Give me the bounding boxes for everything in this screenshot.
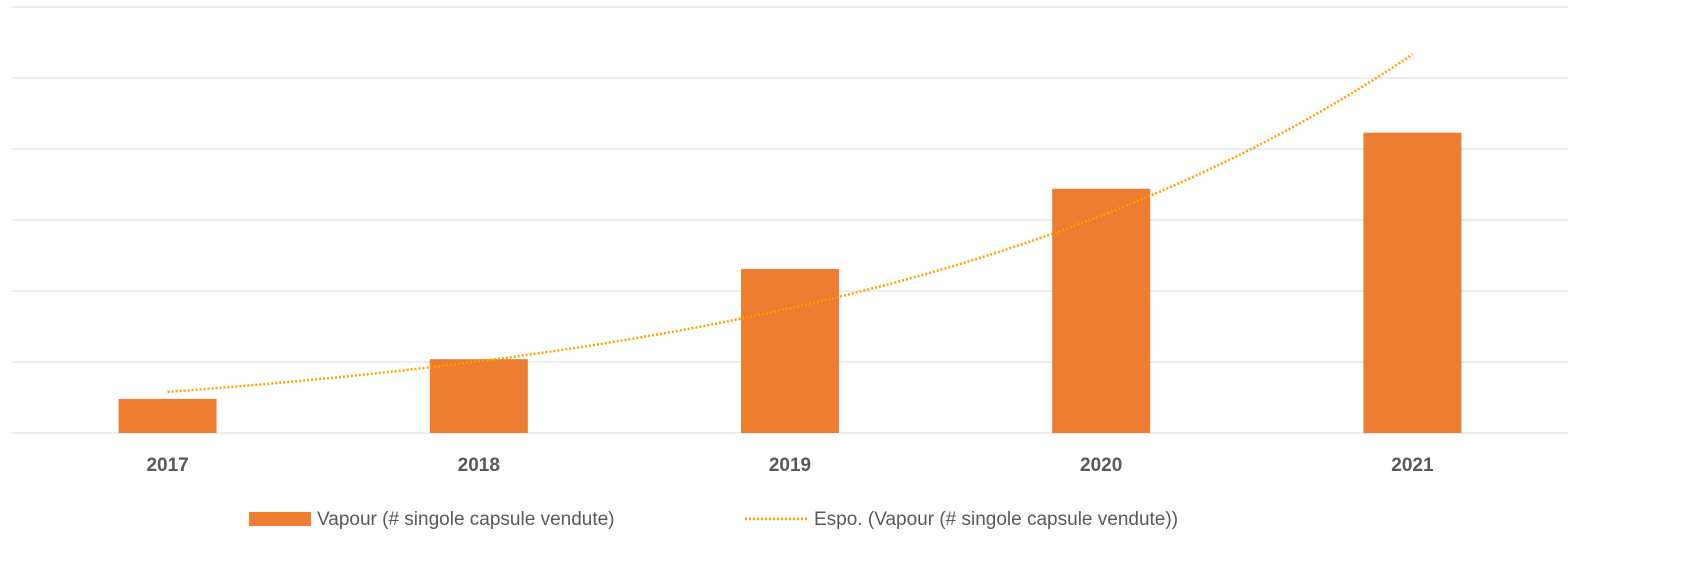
x-tick-label: 2020 (1080, 455, 1122, 476)
trendline (167, 53, 1414, 394)
bar (429, 359, 528, 433)
bar (741, 268, 839, 433)
bar (118, 398, 217, 433)
legend-label: Vapour (# singole capsule vendute) (317, 509, 615, 530)
x-tick-label: 2019 (769, 455, 811, 476)
x-tick-label: 2017 (146, 455, 188, 476)
bar (1052, 188, 1151, 433)
x-tick-label: 2021 (1391, 455, 1434, 476)
x-tick-label: 2018 (458, 455, 500, 476)
legend-swatch (249, 512, 311, 526)
legend-label: Espo. (Vapour (# singole capsule vendute… (814, 509, 1178, 530)
bar (1363, 132, 1462, 434)
